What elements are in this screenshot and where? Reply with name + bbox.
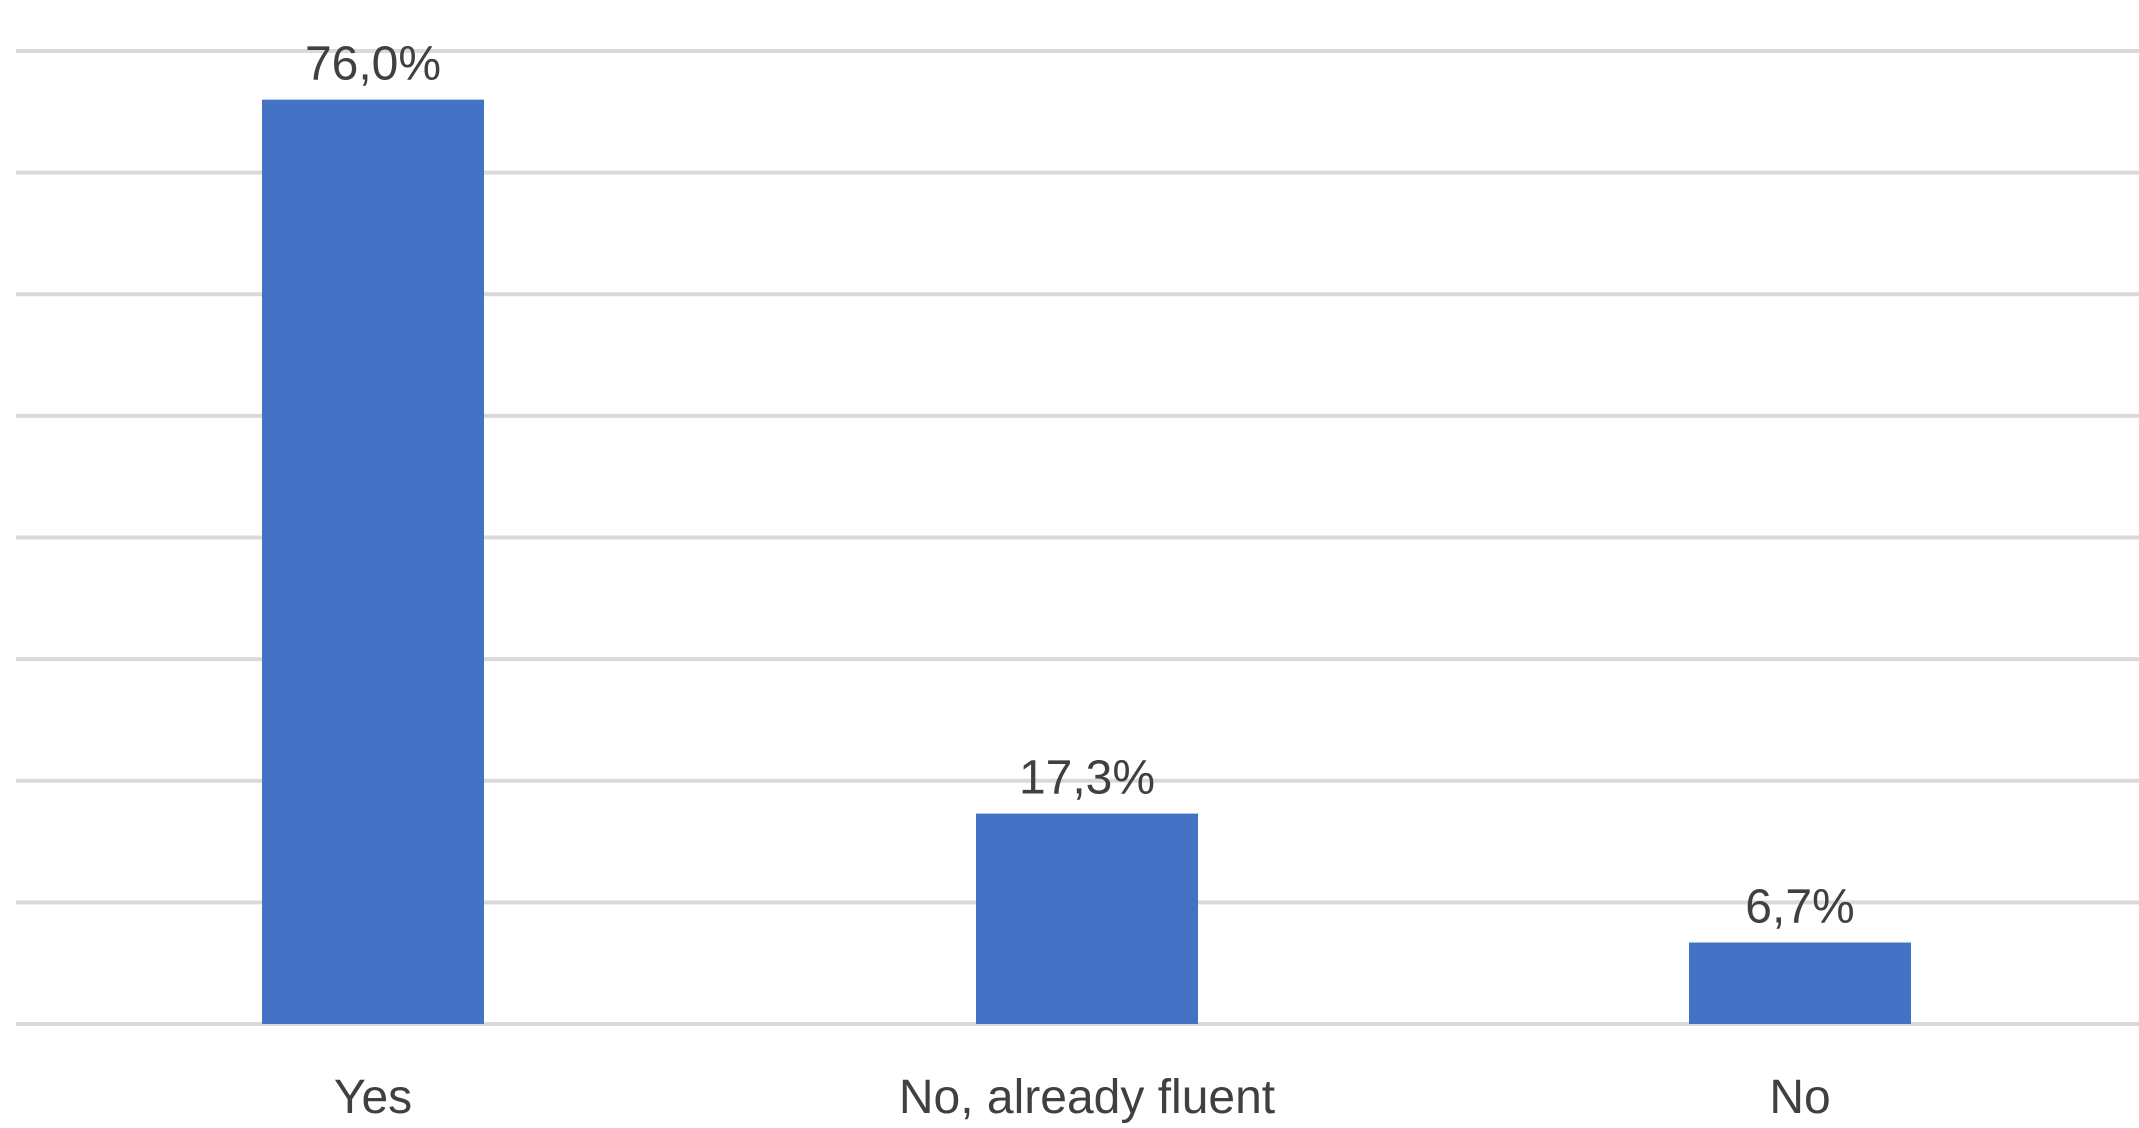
bar-no	[1689, 942, 1911, 1024]
value-label-no: 6,7%	[1745, 881, 1854, 934]
category-label-no: No	[1769, 1071, 1830, 1124]
value-label-yes: 76,0%	[305, 38, 441, 91]
category-label-yes: Yes	[334, 1071, 412, 1124]
bar-no-already-fluent	[976, 813, 1198, 1024]
bar-yes	[262, 99, 484, 1024]
value-label-no-already-fluent: 17,3%	[1019, 752, 1155, 805]
value-labels: 76,0% 17,3% 6,7%	[305, 38, 1855, 934]
bars	[262, 99, 1911, 1024]
category-label-no-already-fluent: No, already fluent	[899, 1071, 1275, 1124]
category-labels: Yes No, already fluent No	[334, 1071, 1831, 1124]
